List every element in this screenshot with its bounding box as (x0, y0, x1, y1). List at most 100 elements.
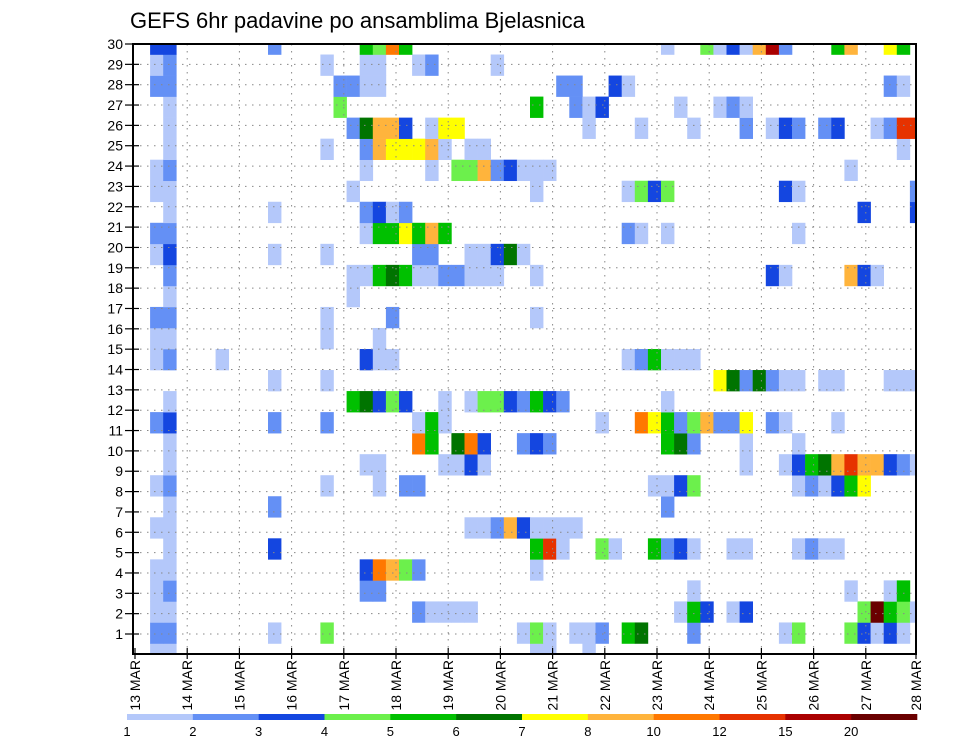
heatmap-cell (464, 391, 478, 413)
y-tick-label: 28 (107, 77, 123, 93)
heatmap-cell (778, 264, 793, 287)
heatmap-cell (163, 327, 177, 350)
heatmap-cell (556, 391, 570, 413)
heatmap-cell (150, 349, 164, 371)
x-tick-label: 24 MAR (701, 660, 717, 711)
y-tick-label: 17 (107, 300, 123, 316)
heatmap-cell (464, 454, 478, 476)
heatmap-cell (687, 580, 701, 602)
heatmap-cell (385, 201, 400, 224)
heatmap-cell (346, 285, 360, 308)
heatmap-cell (163, 180, 177, 203)
heatmap-cell (385, 222, 400, 245)
heatmap-cell (163, 622, 177, 644)
heatmap-cell (739, 44, 753, 55)
heatmap-cell (163, 44, 177, 55)
heatmap-cell (569, 517, 583, 539)
heatmap-cell (399, 201, 413, 224)
heatmap-cell (163, 138, 177, 160)
heatmap-cell (412, 222, 426, 245)
colorbar-label: 3 (255, 724, 262, 739)
heatmap-cell (896, 138, 911, 160)
y-tick-label: 30 (107, 36, 123, 52)
heatmap-cell (582, 117, 596, 139)
x-axis: 13 MAR 14 MAR 15 MAR 16 MAR 17 MAR 18 MAR 19 M… (127, 648, 924, 711)
heatmap-cell (503, 159, 518, 182)
heatmap-cell (163, 580, 177, 602)
heatmap-cell (530, 306, 544, 329)
heatmap-cell (831, 117, 845, 139)
heatmap-cell (372, 201, 387, 224)
y-tick-label: 26 (107, 117, 123, 133)
y-tick-label: 13 (107, 382, 123, 398)
heatmap-cell (647, 349, 662, 371)
y-tick-label: 2 (115, 606, 123, 622)
heatmap-cell (359, 54, 374, 76)
y-tick-label: 9 (115, 463, 123, 479)
heatmap-cell (883, 44, 898, 55)
heatmap-cell (503, 391, 518, 413)
heatmap-cell (805, 538, 819, 560)
heatmap-cell (385, 349, 400, 371)
heatmap-cell (831, 412, 845, 434)
heatmap-cell (451, 433, 465, 455)
y-tick-label: 24 (107, 158, 123, 174)
colorbar-label: 4 (321, 724, 328, 739)
colorbar-swatch (785, 714, 852, 720)
heatmap-cell (778, 44, 793, 55)
heatmap-cell (870, 622, 884, 644)
heatmap-cell (674, 349, 688, 371)
heatmap-cell (163, 222, 177, 245)
heatmap-cell (464, 159, 478, 182)
heatmap-cell (438, 412, 452, 434)
x-tick-label: 20 MAR (492, 660, 508, 711)
heatmap-cell (150, 517, 164, 539)
heatmap-cell (792, 433, 806, 455)
heatmap-cell (163, 538, 177, 560)
x-tick-label: 13 MAR (127, 660, 143, 711)
heatmap-cell (661, 180, 675, 203)
heatmap-cell (739, 370, 753, 392)
heatmap-cell (163, 54, 177, 76)
colorbar-label: 15 (778, 724, 792, 739)
heatmap-cell (215, 349, 229, 371)
heatmap-cell (477, 159, 491, 182)
heatmap-cell (268, 201, 282, 224)
heatmap-cell (530, 96, 544, 118)
heatmap-cell (150, 559, 164, 581)
heatmap-cell (372, 580, 387, 602)
heatmap-cell (621, 622, 636, 644)
heatmap-cell (490, 243, 505, 266)
heatmap-cell (595, 538, 609, 560)
heatmap-cell (896, 601, 911, 623)
heatmap-cell (765, 117, 780, 139)
heatmap-cell (464, 517, 478, 539)
heatmap-cell (530, 517, 544, 539)
heatmap-cell (150, 306, 164, 329)
heatmap-cell (477, 264, 491, 287)
heatmap-cell (150, 622, 164, 644)
heatmap-cell (425, 222, 439, 245)
heatmap-cell (359, 559, 374, 581)
heatmap-cell (412, 475, 426, 497)
colorbar-label: 8 (584, 724, 591, 739)
colorbar-label: 2 (189, 724, 196, 739)
heatmap-cell (844, 580, 858, 602)
heatmap-cell (543, 517, 557, 539)
heatmap-cell (647, 412, 662, 434)
heatmap-cell (805, 454, 819, 476)
heatmap-cell (477, 391, 491, 413)
heatmap-cell (163, 433, 177, 455)
heatmap-cell (857, 475, 871, 497)
heatmap-cell (687, 349, 701, 371)
heatmap-cell (634, 117, 649, 139)
heatmap-cell (543, 538, 557, 560)
heatmap-cell (268, 370, 282, 392)
y-tick-label: 23 (107, 178, 123, 194)
colorbar-swatch (851, 714, 918, 720)
heatmap-cell (778, 622, 793, 644)
y-tick-label: 14 (107, 362, 123, 378)
heatmap-cell (726, 601, 740, 623)
heatmap-cell (346, 75, 360, 97)
